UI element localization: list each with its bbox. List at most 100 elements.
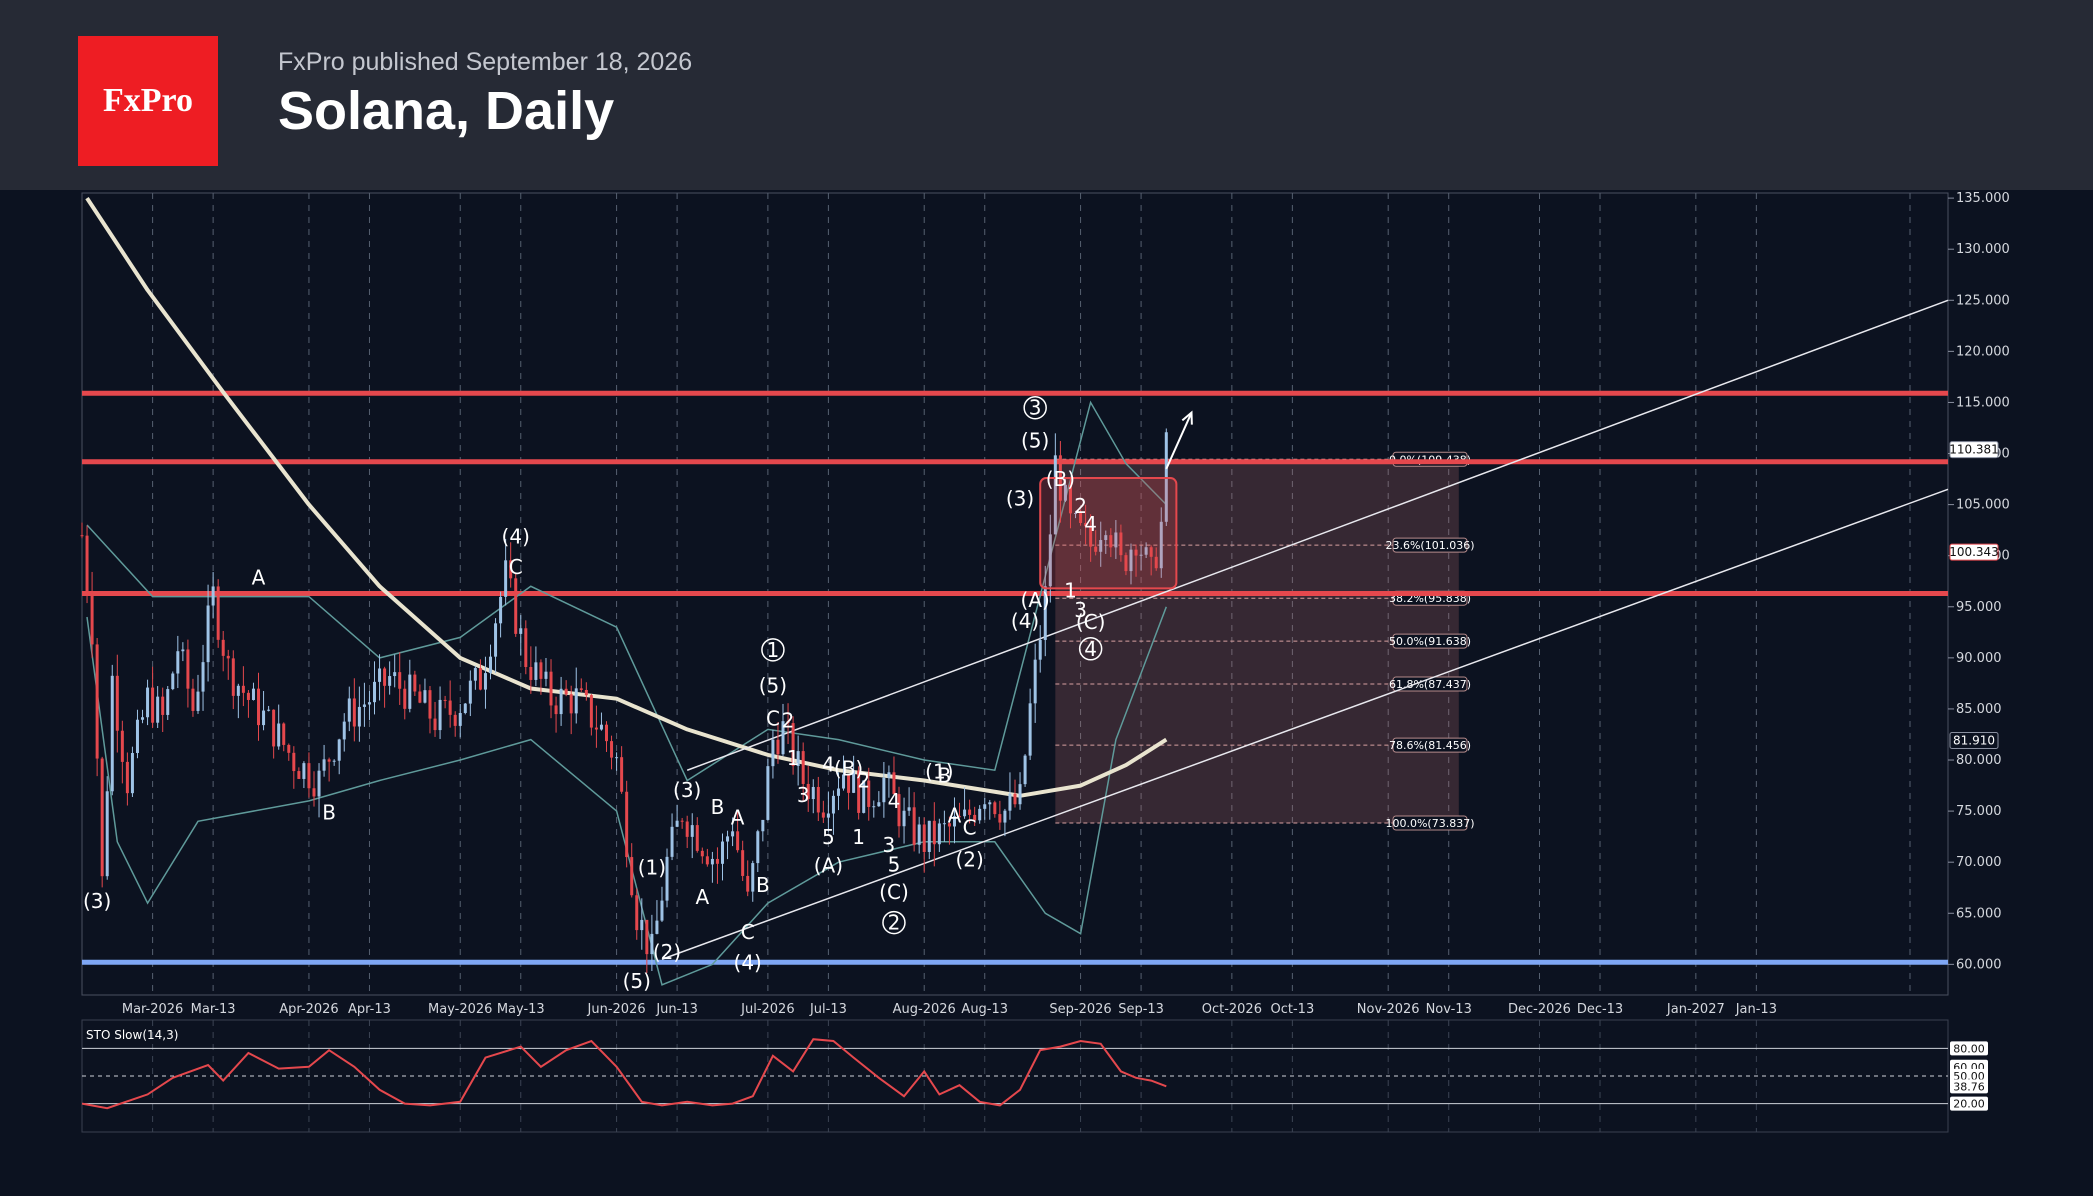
candle	[1139, 545, 1143, 571]
candle	[594, 705, 598, 748]
candle	[559, 676, 563, 726]
wave-label: (4)	[502, 524, 530, 548]
x-tick-label: Jun-2026	[587, 1002, 646, 1017]
candle	[988, 799, 992, 820]
candle	[690, 813, 694, 859]
candle	[463, 702, 467, 715]
candle	[968, 799, 972, 824]
wave-label: (4)	[1011, 609, 1039, 633]
candle	[282, 722, 286, 752]
candle	[1119, 524, 1123, 562]
x-tick-label: Jan-2027	[1666, 1002, 1725, 1017]
y-tick-label: 90.000	[1956, 651, 2002, 666]
wave-label: 3	[1029, 396, 1042, 420]
candle	[262, 691, 266, 731]
fib-level-label: 78.6%(81.456)	[1389, 737, 1471, 753]
wave-label: 1	[1064, 579, 1077, 603]
wave-label-circle	[761, 638, 785, 662]
candle	[726, 830, 730, 860]
candle	[897, 786, 901, 838]
candle	[519, 615, 523, 656]
candle	[1104, 530, 1108, 554]
candle	[917, 816, 921, 854]
candle	[816, 776, 820, 822]
y-tick-label: 75.000	[1956, 804, 2002, 819]
candle	[251, 682, 255, 701]
candle	[483, 656, 487, 709]
candle	[292, 746, 296, 789]
candle	[978, 805, 982, 824]
wave-label: (C)	[1076, 610, 1106, 634]
x-tick-label: Aug-13	[961, 1002, 1008, 1017]
candle	[146, 679, 150, 726]
candle	[267, 705, 271, 712]
candle	[151, 666, 155, 729]
osc-tick-label: 20.00	[1950, 1096, 1988, 1111]
candle	[529, 646, 533, 694]
candle	[983, 798, 987, 820]
channel-line	[686, 299, 1949, 771]
candle	[645, 919, 649, 974]
candle	[1099, 521, 1103, 567]
y-tick-label: 85.000	[1956, 702, 2002, 717]
candle	[902, 797, 906, 844]
wave-label: B	[322, 800, 336, 824]
candle	[862, 780, 866, 814]
candle	[322, 744, 326, 777]
wave-label: 2	[857, 769, 870, 793]
fib-level-label: 50.0%(91.638)	[1389, 633, 1471, 649]
candle	[963, 787, 967, 819]
wave-label: A	[948, 803, 962, 827]
x-tick-label: May-13	[497, 1002, 545, 1017]
candle	[776, 722, 780, 764]
candle	[1159, 507, 1163, 578]
candle	[302, 761, 306, 789]
candle	[403, 680, 407, 720]
candle	[115, 654, 119, 753]
candle	[655, 900, 659, 935]
candle	[1068, 478, 1072, 529]
wave-label-circle	[1023, 395, 1047, 420]
candle	[489, 644, 493, 680]
candle	[675, 804, 679, 828]
candle	[826, 791, 830, 832]
candle	[196, 674, 200, 714]
wave-label: (1)	[925, 759, 953, 783]
candle	[317, 763, 321, 818]
candle	[287, 743, 291, 761]
y-tick-label: 95.000	[1956, 600, 2002, 615]
candle	[549, 659, 553, 719]
wave-label: (4)	[734, 950, 762, 974]
published-line: FxPro published September 18, 2026	[278, 48, 693, 76]
wave-label: 3	[883, 833, 896, 857]
wave-label: (2)	[955, 847, 983, 871]
candle	[1144, 542, 1148, 559]
x-tick-label: Jul-13	[809, 1002, 847, 1017]
fxpro-logo[interactable]: FxPro	[78, 36, 218, 166]
wave-label: 4	[1084, 512, 1097, 536]
wave-label: (A)	[814, 853, 843, 877]
candle	[186, 639, 190, 708]
y-tick-label: 70.000	[1956, 855, 2002, 870]
candle	[509, 542, 513, 588]
candle	[1003, 808, 1007, 837]
candle	[383, 666, 387, 708]
candle	[998, 800, 1002, 830]
svg-text:110.381: 110.381	[1949, 443, 1999, 457]
y-tick-label: 130.000	[1956, 242, 2010, 257]
candle	[156, 686, 160, 729]
candle	[867, 767, 871, 821]
oscillator-name: STO Slow(14,3)	[86, 1028, 178, 1042]
candle	[932, 802, 936, 867]
projection-arrow	[1165, 410, 1193, 470]
candle	[141, 709, 145, 724]
candle	[181, 642, 185, 662]
candle	[100, 756, 104, 888]
candle	[741, 840, 745, 882]
candle	[857, 766, 861, 820]
candle	[842, 755, 846, 791]
bollinger-lower	[86, 606, 1168, 986]
candle	[231, 650, 235, 710]
x-tick-label: Apr-2026	[279, 1002, 338, 1017]
